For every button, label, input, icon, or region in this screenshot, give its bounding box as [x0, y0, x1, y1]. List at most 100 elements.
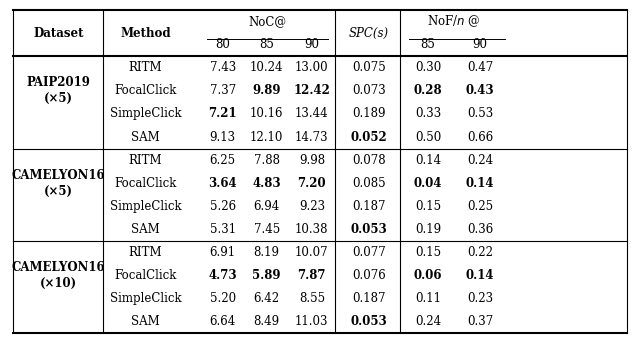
Text: 0.053: 0.053	[351, 223, 387, 236]
Text: 0.33: 0.33	[415, 107, 441, 120]
Text: 6.64: 6.64	[210, 315, 236, 328]
Text: 5.20: 5.20	[210, 292, 236, 305]
Text: (×5): (×5)	[44, 185, 73, 198]
Text: 0.19: 0.19	[415, 223, 441, 236]
Text: 7.21: 7.21	[209, 107, 237, 120]
Text: 0.187: 0.187	[352, 292, 386, 305]
Text: 0.053: 0.053	[351, 315, 387, 328]
Text: 0.53: 0.53	[467, 107, 493, 120]
Text: 0.04: 0.04	[413, 177, 442, 190]
Text: 8.49: 8.49	[253, 315, 280, 328]
Text: 0.24: 0.24	[415, 315, 441, 328]
Text: 5.89: 5.89	[252, 269, 281, 282]
Text: 9.89: 9.89	[252, 84, 281, 97]
Text: 12.42: 12.42	[293, 84, 330, 97]
Text: Dataset: Dataset	[33, 27, 84, 40]
Text: 80: 80	[215, 38, 230, 51]
Text: FocalClick: FocalClick	[115, 84, 177, 97]
Text: 0.076: 0.076	[352, 269, 386, 282]
Text: FocalClick: FocalClick	[115, 269, 177, 282]
Text: 7.87: 7.87	[298, 269, 326, 282]
Text: 0.50: 0.50	[415, 131, 441, 143]
Text: CAMELYON16: CAMELYON16	[12, 261, 105, 274]
Text: 9.13: 9.13	[210, 131, 236, 143]
Text: 6.94: 6.94	[253, 200, 280, 213]
Text: SimpleClick: SimpleClick	[110, 107, 182, 120]
Text: 7.88: 7.88	[253, 154, 280, 167]
Text: 11.03: 11.03	[295, 315, 328, 328]
Text: 0.14: 0.14	[466, 269, 494, 282]
Text: 10.16: 10.16	[250, 107, 284, 120]
Text: 0.073: 0.073	[352, 84, 386, 97]
Text: 0.24: 0.24	[467, 154, 493, 167]
Text: (×5): (×5)	[44, 92, 73, 105]
Text: 0.66: 0.66	[467, 131, 493, 143]
Text: RITM: RITM	[129, 154, 163, 167]
Text: 10.07: 10.07	[295, 246, 329, 259]
Text: 5.26: 5.26	[210, 200, 236, 213]
Text: 0.30: 0.30	[415, 61, 441, 74]
Text: 0.37: 0.37	[467, 315, 493, 328]
Text: 0.06: 0.06	[413, 269, 442, 282]
Text: 13.44: 13.44	[295, 107, 329, 120]
Text: 9.23: 9.23	[299, 200, 325, 213]
Text: 7.43: 7.43	[210, 61, 236, 74]
Text: SimpleClick: SimpleClick	[110, 200, 182, 213]
Text: 0.075: 0.075	[352, 61, 386, 74]
Text: NoC@: NoC@	[248, 15, 286, 28]
Text: 0.43: 0.43	[466, 84, 494, 97]
Text: 85: 85	[259, 38, 274, 51]
Text: 85: 85	[420, 38, 435, 51]
Text: 0.077: 0.077	[352, 246, 386, 259]
Text: 0.36: 0.36	[467, 223, 493, 236]
Text: 0.22: 0.22	[467, 246, 493, 259]
Text: 7.20: 7.20	[298, 177, 326, 190]
Text: RITM: RITM	[129, 246, 163, 259]
Text: 0.15: 0.15	[415, 246, 441, 259]
Text: 0.078: 0.078	[352, 154, 386, 167]
Text: SAM: SAM	[131, 315, 160, 328]
Text: (×10): (×10)	[40, 277, 77, 290]
Text: 6.25: 6.25	[210, 154, 236, 167]
Text: 0.14: 0.14	[466, 177, 494, 190]
Text: SimpleClick: SimpleClick	[110, 292, 182, 305]
Text: 0.23: 0.23	[467, 292, 493, 305]
Text: 90: 90	[472, 38, 488, 51]
Text: 8.55: 8.55	[299, 292, 325, 305]
Text: 0.25: 0.25	[467, 200, 493, 213]
Text: 0.189: 0.189	[352, 107, 386, 120]
Text: 5.31: 5.31	[210, 223, 236, 236]
Text: 9.98: 9.98	[299, 154, 325, 167]
Text: 7.45: 7.45	[253, 223, 280, 236]
Text: RITM: RITM	[129, 61, 163, 74]
Text: 0.085: 0.085	[352, 177, 386, 190]
Text: FocalClick: FocalClick	[115, 177, 177, 190]
Text: 14.73: 14.73	[295, 131, 329, 143]
Text: 13.00: 13.00	[295, 61, 329, 74]
Text: 8.19: 8.19	[253, 246, 280, 259]
Text: 0.14: 0.14	[415, 154, 441, 167]
Text: SAM: SAM	[131, 131, 160, 143]
Text: SAM: SAM	[131, 223, 160, 236]
Text: 10.38: 10.38	[295, 223, 328, 236]
Text: 12.10: 12.10	[250, 131, 284, 143]
Text: 6.42: 6.42	[253, 292, 280, 305]
Text: CAMELYON16: CAMELYON16	[12, 169, 105, 182]
Text: 0.187: 0.187	[352, 200, 386, 213]
Text: 0.11: 0.11	[415, 292, 441, 305]
Text: 4.73: 4.73	[209, 269, 237, 282]
Text: NoF/$n$ @: NoF/$n$ @	[427, 14, 481, 30]
Text: 4.83: 4.83	[252, 177, 281, 190]
Text: 10.24: 10.24	[250, 61, 284, 74]
Text: 0.47: 0.47	[467, 61, 493, 74]
Text: 0.15: 0.15	[415, 200, 441, 213]
Text: SPC(s): SPC(s)	[349, 27, 389, 40]
Text: PAIP2019: PAIP2019	[26, 76, 90, 89]
Text: 6.91: 6.91	[210, 246, 236, 259]
Text: 3.64: 3.64	[209, 177, 237, 190]
Text: 7.37: 7.37	[210, 84, 236, 97]
Text: 0.28: 0.28	[413, 84, 442, 97]
Text: 0.052: 0.052	[351, 131, 387, 143]
Text: 90: 90	[305, 38, 319, 51]
Text: Method: Method	[120, 27, 171, 40]
